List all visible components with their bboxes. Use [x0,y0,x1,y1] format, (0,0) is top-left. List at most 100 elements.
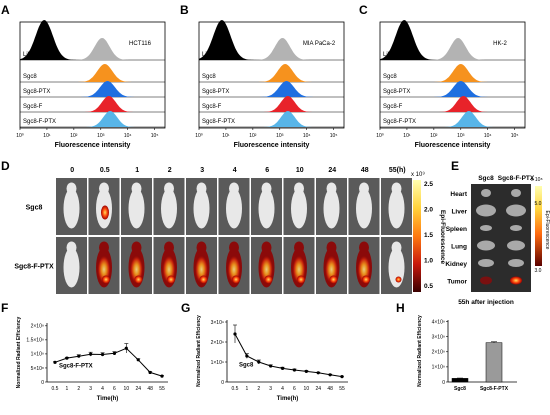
mouse-body [323,188,340,229]
data-point [148,370,152,375]
x-tick-label: 48 [147,386,153,392]
organ-spleen [480,225,492,231]
colorbar-tick-label: 3.0 [535,268,542,274]
x-axis-label: Fluorescence intensity [415,142,491,149]
mouse-head [391,241,402,254]
x-tick-label: 10⁴ [124,133,132,139]
mouse-head [359,182,369,195]
x-tick-label: 10³ [457,133,465,139]
x-tick-label: 3 [89,386,92,392]
organ-row-label: Kidney [445,261,467,268]
colorbar-tick-label: 1.5 [424,232,433,239]
chart-h: 0 1×10⁹ 2×10⁹ 3×10⁹ 4×10⁹ Sgc8 Sgc8-F-PTX Norma… [417,315,517,392]
imaging-row-label: Sgc8 [26,205,43,212]
x-tick-label: 55 [159,386,165,392]
x-tick-label: 1 [245,386,248,392]
tumor-signal [329,275,338,284]
mouse-head [326,241,337,254]
colorbar-tick-label: 0.5 [424,283,433,290]
colorbar-title: Epi-Fluorescence [439,210,446,265]
tumor-signal [102,275,110,284]
series-line [234,333,343,378]
cell-line-label: HK-2 [493,41,507,47]
flow-histogram-sgc8 [199,64,339,82]
colorbar-tick-label: 1.0 [424,258,433,265]
x-tick-label: 10² [430,133,438,139]
mouse-head [229,182,239,195]
flow-row-label: Sgc8-F [383,104,403,110]
organ-row-label: Heart [450,191,467,198]
data-point [160,374,164,378]
colorbar-tick-label: 2.0 [424,207,433,214]
mouse-head [229,241,239,254]
colorbar-unit: x 10⁸ [531,177,543,183]
x-tick-label: 6 [113,386,116,392]
y-axis-label: Normalized Radiant Efficiency [196,315,202,387]
y-tick-label: 0 [442,380,445,386]
cell-line-label: HCT116 [129,41,152,47]
mouse-body [63,247,80,288]
timepoint-label: 48 [361,167,369,174]
x-tick-label: 10² [70,133,78,139]
data-point [100,352,105,357]
y-tick-label: 5×10⁸ [31,366,44,372]
x-tick-label: Sgc8-F-PTX [480,386,509,392]
flow-row-label: Sgc8-PTX [383,89,410,95]
colorbar-tick-label: 5.0 [535,201,542,207]
mouse-head [261,182,272,195]
flow-histogram-overlay [380,38,520,60]
timepoint-label: 55(h) [389,167,406,174]
mouse-head [131,241,142,254]
tumor-signal [167,275,175,284]
organ-row-label: Spleen [446,226,467,233]
imaging-row-label: Sgc8-F-PTX [14,264,54,271]
flow-histogram-sgc8-ptx [380,81,520,97]
data-point [269,364,273,368]
timepoint-label: 2 [168,167,172,174]
data-point [316,371,320,375]
mouse-body [193,188,210,229]
flow-histogram-sgc8 [380,64,520,82]
organ-spleen [510,225,522,231]
flow-row-label: Sgc8-F-PTX [23,119,56,125]
mouse-body [128,188,145,229]
x-tick-label: 10³ [276,133,284,139]
x-tick-label: 6 [293,386,296,392]
mouse-head [294,241,304,254]
y-tick-label: 2×10⁹ [211,340,224,346]
data-point [245,354,249,358]
organ-row-label: Lung [451,244,467,251]
bar-sgc8 [451,378,469,383]
flow-axes-frame [379,21,526,129]
flow-row-label: Sgc8-F-PTX [202,119,235,125]
mouse-body [291,188,307,229]
data-point [292,368,297,372]
data-point [328,373,332,377]
data-point [340,375,344,379]
y-tick-label: 1×10⁹ [211,360,224,366]
x-tick-label: 55 [339,386,345,392]
x-tick-label: 10 [124,386,130,392]
flow-row-label: Lib [202,52,211,58]
mouse-body [226,188,242,229]
data-point [65,356,69,360]
x-tick-label: 10 [304,386,310,392]
mouse-head [164,182,174,195]
x-tick-label: 48 [327,386,333,392]
x-tick-label: 10¹ [403,133,411,139]
x-tick-label: 10⁵ [511,133,519,139]
mouse-body [356,188,372,229]
x-tick-label: 10¹ [43,133,51,139]
panel-label-h: H [396,301,405,315]
organ-tumor [480,276,492,285]
flow-row-label: Lib [23,52,32,58]
y-tick-label: 4×10⁹ [432,319,445,325]
in-vivo-imaging-panel: 0 0.5 1 2 3 4 6 10 24 48 55(h) Sgc8 Sgc8-F-PTX x 10⁹ 2… [14,167,446,294]
mouse-body [388,188,405,229]
x-tick-label: 3 [269,386,272,392]
x-tick-label: 10³ [97,133,105,139]
x-axis-label: Fluorescence intensity [55,142,131,149]
flow-histogram-overlay [199,38,339,60]
series-annotation: Sgc8-F-PTX [59,363,93,369]
